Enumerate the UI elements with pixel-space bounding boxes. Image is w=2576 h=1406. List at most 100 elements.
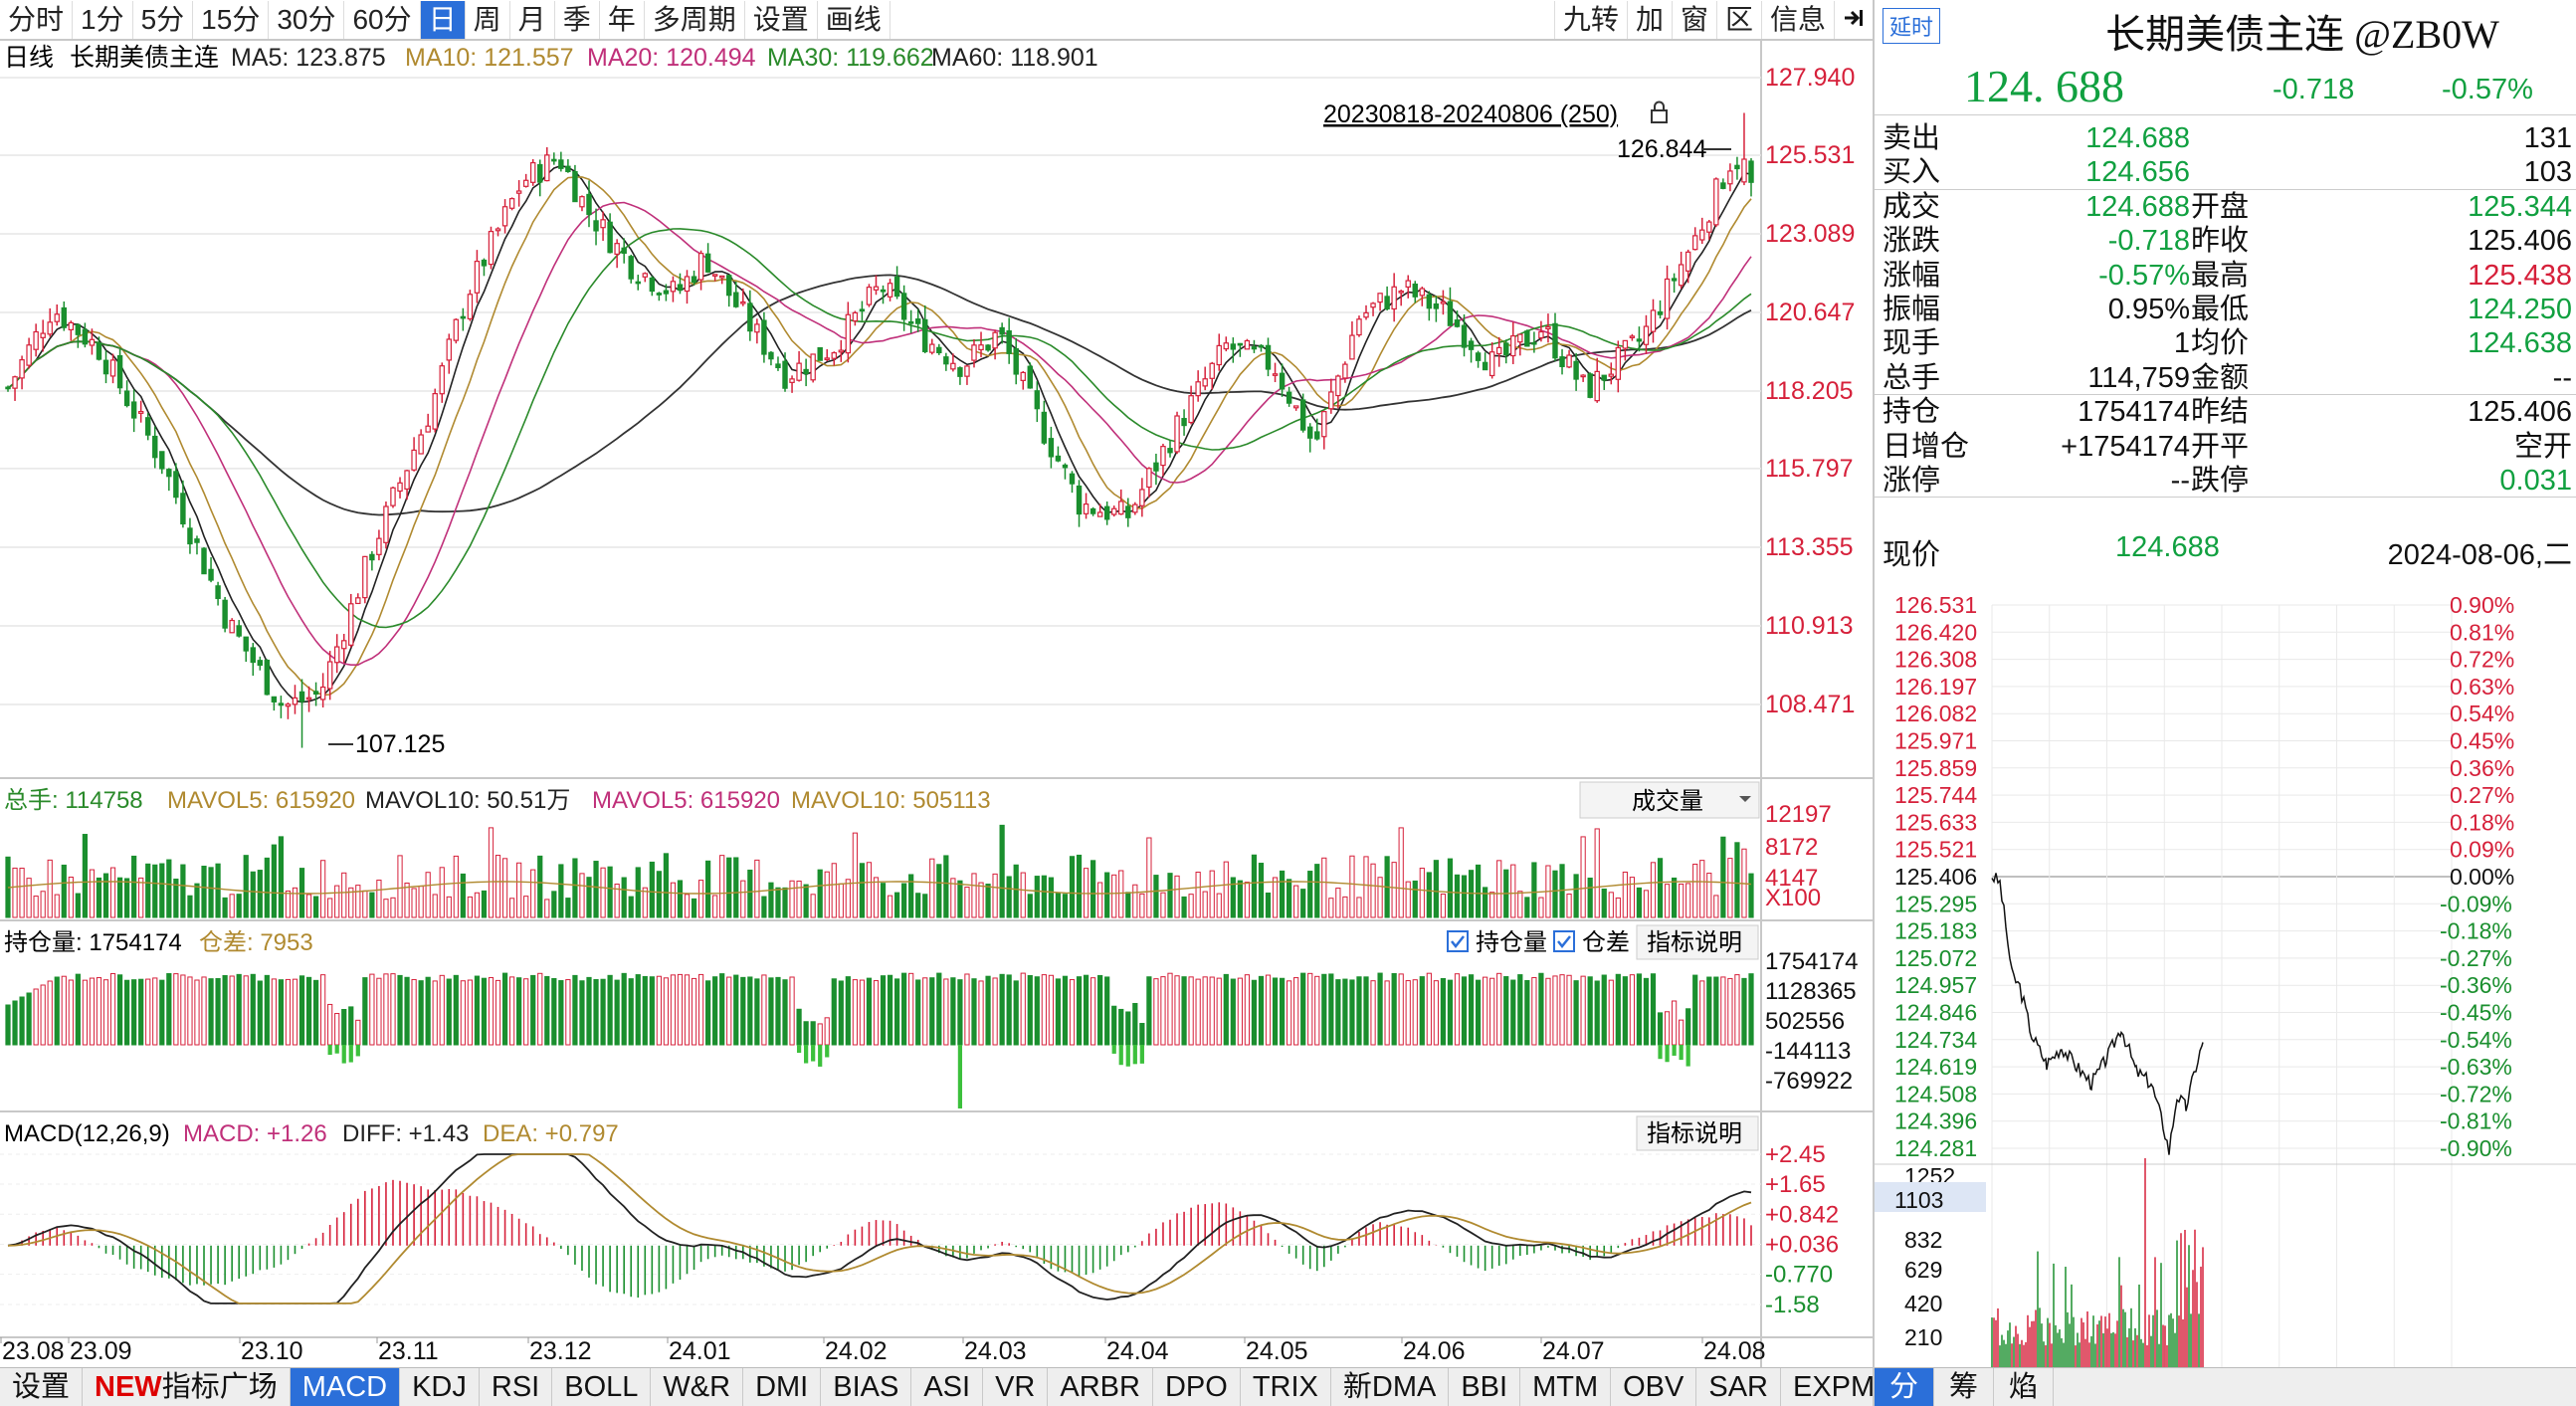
oi-diff-checkbox[interactable]: 仓差 bbox=[1553, 929, 1630, 956]
indicator-tab-17[interactable]: OBV bbox=[1611, 1368, 1697, 1406]
candle bbox=[1096, 503, 1103, 517]
indicator-tab-3[interactable]: KDJ bbox=[400, 1368, 480, 1406]
macd-axis: +2.45 +1.65 +0.842 +0.036 -0.770 -1.58 bbox=[1765, 1141, 1839, 1318]
vol-mavol5b: MAVOL5: 615920 bbox=[592, 787, 780, 814]
kline-chart-svg[interactable]: 日线 长期美债主连 MA5: 123.875 MA10: 121.557 MA2… bbox=[0, 0, 1873, 1367]
range-label[interactable]: 20230818-20240806 (250) bbox=[1323, 100, 1618, 128]
oi-bar bbox=[1524, 979, 1530, 1046]
period-12[interactable]: 设置 bbox=[745, 1, 818, 39]
macd-tick: +2.45 bbox=[1765, 1141, 1826, 1168]
indicator-tab-0[interactable]: 设置 bbox=[0, 1368, 84, 1406]
intraday-tab-0[interactable]: 分 bbox=[1875, 1368, 1934, 1406]
indicator-tab-9[interactable]: ASI bbox=[911, 1368, 984, 1406]
indicator-tab-2[interactable]: MACD bbox=[290, 1368, 401, 1406]
ma5-label: MA5: 123.875 bbox=[231, 44, 386, 72]
period-2[interactable]: 5分 bbox=[133, 1, 194, 39]
intraday-pct-tick: -0.36% bbox=[2440, 972, 2512, 998]
lock-icon[interactable] bbox=[1651, 100, 1668, 123]
indicator-tab-4[interactable]: RSI bbox=[480, 1368, 553, 1406]
indicator-tab-6[interactable]: W&R bbox=[651, 1368, 744, 1406]
volume-bar bbox=[810, 894, 816, 918]
tool-1[interactable]: 加 bbox=[1626, 1, 1672, 39]
tool-2[interactable]: 窗 bbox=[1671, 1, 1716, 39]
period-3[interactable]: 15分 bbox=[193, 1, 270, 39]
intraday-price-tick: 125.744 bbox=[1894, 782, 1977, 808]
oi-bar bbox=[537, 972, 543, 1046]
volume-bar bbox=[1622, 871, 1628, 918]
ma30-line bbox=[7, 228, 1752, 629]
period-10[interactable]: 年 bbox=[600, 1, 645, 39]
oi-diff-bar bbox=[1111, 1045, 1116, 1054]
date-tick: 24.03 bbox=[964, 1337, 1027, 1365]
indicator-tabs: 设置 NEW指标广场 MACD KDJ RSI BOLL W&R DMI BIAS ASI VR AR… bbox=[0, 1367, 1907, 1406]
period-0[interactable]: 分时 bbox=[0, 1, 74, 39]
indicator-tab-8[interactable]: BIAS bbox=[821, 1368, 912, 1406]
intraday-price-tick: 124.846 bbox=[1894, 1000, 1977, 1026]
period-8[interactable]: 月 bbox=[510, 1, 555, 39]
oi-checkbox[interactable]: 持仓量 bbox=[1447, 929, 1547, 956]
tool-0[interactable]: 九转 bbox=[1553, 1, 1627, 39]
indicator-tab-18[interactable]: SAR bbox=[1696, 1368, 1781, 1406]
macd-explain-button[interactable]: 指标说明 bbox=[1636, 1115, 1759, 1151]
volume-bar bbox=[796, 880, 802, 918]
candle bbox=[1370, 301, 1376, 316]
volume-bar bbox=[831, 863, 837, 918]
volume-bar bbox=[607, 866, 613, 918]
oi-bar bbox=[1727, 977, 1733, 1046]
period-4[interactable]: 30分 bbox=[269, 1, 345, 39]
tool-3[interactable]: 区 bbox=[1715, 1, 1761, 39]
indicator-tab-label: DMI bbox=[755, 1371, 809, 1403]
oi-bar bbox=[1657, 1012, 1664, 1046]
candle bbox=[1391, 273, 1397, 322]
candle bbox=[68, 320, 75, 341]
oi-explain-button[interactable]: 指标说明 bbox=[1636, 924, 1759, 960]
oi-bar bbox=[411, 978, 417, 1046]
period-13[interactable]: 画线 bbox=[818, 1, 891, 39]
indicator-tab-5[interactable]: BOLL bbox=[552, 1368, 652, 1406]
period-9[interactable]: 季 bbox=[555, 1, 600, 39]
candle bbox=[621, 238, 627, 264]
oi-bar bbox=[943, 978, 949, 1046]
intraday-chart[interactable]: 126.531126.420126.308126.197126.082125.9… bbox=[1875, 571, 2576, 1367]
candle bbox=[1482, 352, 1488, 371]
candle bbox=[1495, 336, 1502, 367]
volume-bar bbox=[1489, 892, 1495, 918]
volume-bar bbox=[1713, 895, 1719, 918]
volume-bar bbox=[305, 894, 312, 918]
indicator-tab-1[interactable]: NEW指标广场 bbox=[83, 1368, 291, 1406]
oi-bar bbox=[460, 980, 466, 1046]
oi-bar bbox=[530, 974, 536, 1046]
indicator-tab-7[interactable]: DMI bbox=[743, 1368, 822, 1406]
period-6[interactable]: 日 bbox=[420, 1, 466, 39]
expand-icon[interactable] bbox=[1834, 1, 1873, 39]
indicator-tab-16[interactable]: MTM bbox=[1520, 1368, 1612, 1406]
indicator-tab-12[interactable]: DPO bbox=[1153, 1368, 1241, 1406]
volume-type-dropdown[interactable]: 成交量 bbox=[1579, 781, 1760, 819]
oi-bar bbox=[369, 973, 375, 1046]
indicator-tab-13[interactable]: TRIX bbox=[1241, 1368, 1331, 1406]
period-1[interactable]: 1分 bbox=[73, 1, 133, 39]
indicator-tab-label: MTM bbox=[1532, 1371, 1599, 1403]
oi-bar bbox=[495, 979, 501, 1046]
oi-bar bbox=[1287, 980, 1292, 1046]
intraday-tab-2[interactable]: 焰 bbox=[1994, 1368, 2054, 1406]
oi-bar bbox=[1370, 980, 1376, 1046]
indicator-tab-15[interactable]: BBI bbox=[1449, 1368, 1521, 1406]
candle bbox=[1237, 342, 1244, 357]
indicator-tab-11[interactable]: ARBR bbox=[1048, 1368, 1153, 1406]
volume-bar bbox=[341, 872, 347, 918]
period-7[interactable]: 周 bbox=[466, 1, 510, 39]
quote-label: 现手 bbox=[1882, 327, 1941, 360]
tool-4[interactable]: 信息 bbox=[1760, 1, 1834, 39]
intraday-tab-1[interactable]: 筹 bbox=[1934, 1368, 1994, 1406]
intraday-pct-tick: 0.72% bbox=[2450, 647, 2514, 673]
period-11[interactable]: 多周期 bbox=[645, 1, 745, 39]
indicator-tab-10[interactable]: VR bbox=[983, 1368, 1049, 1406]
oi-bar bbox=[82, 979, 89, 1046]
oi-bar bbox=[1048, 974, 1054, 1046]
period-5[interactable]: 60分 bbox=[344, 1, 421, 39]
ma20-label: MA20: 120.494 bbox=[587, 44, 756, 72]
candle bbox=[75, 323, 82, 348]
candle bbox=[418, 429, 424, 455]
indicator-tab-14[interactable]: 新DMA bbox=[1331, 1368, 1450, 1406]
